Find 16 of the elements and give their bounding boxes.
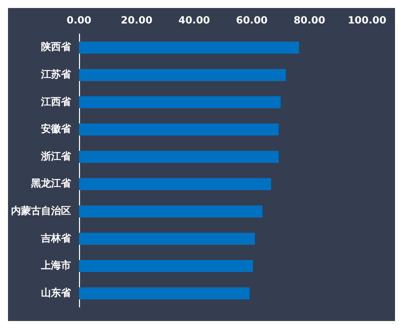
x-tick-label: 40.00: [178, 16, 210, 26]
y-tick-label: 江西省: [40, 96, 72, 108]
y-tick-label: 吉林省: [40, 232, 72, 244]
y-tick-label: 安徽省: [41, 123, 72, 136]
x-tick-label: 100.00: [348, 16, 386, 26]
y-tick-label: 浙江省: [40, 150, 72, 162]
x-tick-label: 80.00: [294, 16, 326, 26]
y-tick-label: 山东省: [41, 286, 72, 299]
x-tick-label: 0.00: [66, 16, 92, 26]
y-tick-label: 江苏省: [40, 68, 72, 80]
y-tick-label: 内蒙古自治区: [11, 204, 71, 217]
y-tick-label: 陕西省: [41, 41, 72, 54]
x-tick-label: 20.00: [120, 16, 152, 26]
x-tick-label: 60.00: [236, 16, 268, 26]
y-tick-label: 黑龙江省: [30, 178, 72, 190]
y-tick-label: 上海市: [40, 260, 71, 272]
